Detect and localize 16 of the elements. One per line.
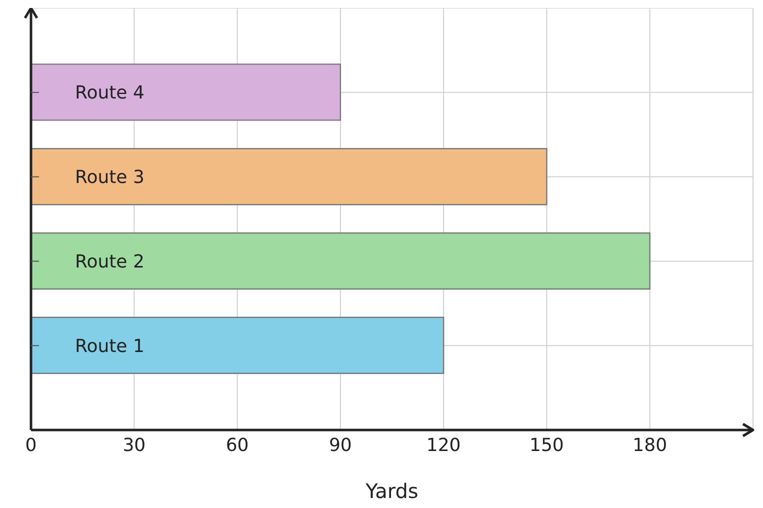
x-tick-label: 150 [530,434,564,456]
x-tick-label: 120 [426,434,461,456]
bar [31,148,548,206]
y-tick-label: Route 3 [75,167,144,188]
bar [31,64,342,121]
x-tick-label: 180 [632,434,668,456]
x-tick-label: 90 [328,434,352,456]
x-tick-label: 30 [122,434,146,456]
x-tick-label: 60 [226,434,249,456]
x-tick-label: 0 [25,434,37,456]
y-tick-label: Route 2 [75,252,144,272]
y-tick-label: Route 1 [75,336,144,357]
bar [31,232,650,290]
y-tick-label: Route 4 [75,82,144,104]
bar [31,316,444,374]
x-axis-title: Yards [364,479,418,503]
